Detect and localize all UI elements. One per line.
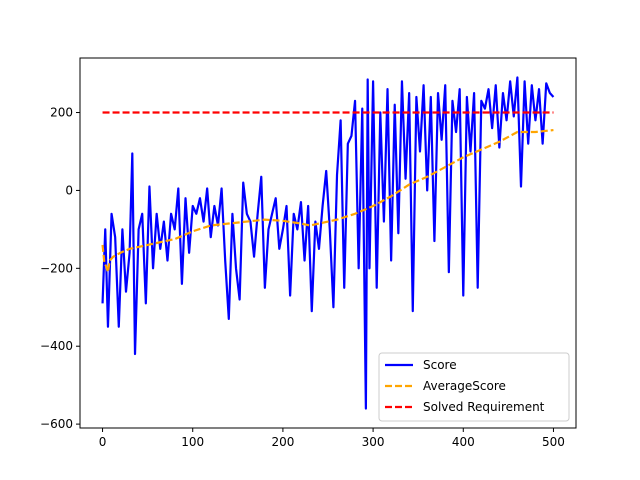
axes-frame	[79, 57, 577, 429]
x-axis: 0 100 200 300 400 500	[99, 428, 565, 449]
x-tick-label: 200	[271, 435, 294, 449]
legend-box	[378, 352, 570, 422]
legend-label: Solved Requirement	[423, 400, 545, 414]
x-tick-label: 100	[181, 435, 204, 449]
legend-label: Score	[423, 358, 457, 372]
y-tick-label: 0	[65, 183, 73, 197]
x-tick-label: 300	[362, 435, 385, 449]
x-tick-label: 0	[99, 435, 107, 449]
x-tick-label: 400	[452, 435, 475, 449]
series-line-score	[101, 76, 555, 410]
y-axis: −600 −400 −200 0 200	[40, 106, 80, 431]
y-tick-label: −400	[40, 339, 73, 353]
legend: Score AverageScore Solved Requirement	[378, 352, 570, 422]
x-tick-label: 500	[542, 435, 565, 449]
y-tick-label: −200	[40, 261, 73, 275]
y-tick-label: 200	[50, 106, 73, 120]
legend-label: AverageScore	[423, 379, 506, 393]
y-tick-label: −600	[40, 417, 73, 431]
series-line-averagescore	[101, 128, 554, 274]
